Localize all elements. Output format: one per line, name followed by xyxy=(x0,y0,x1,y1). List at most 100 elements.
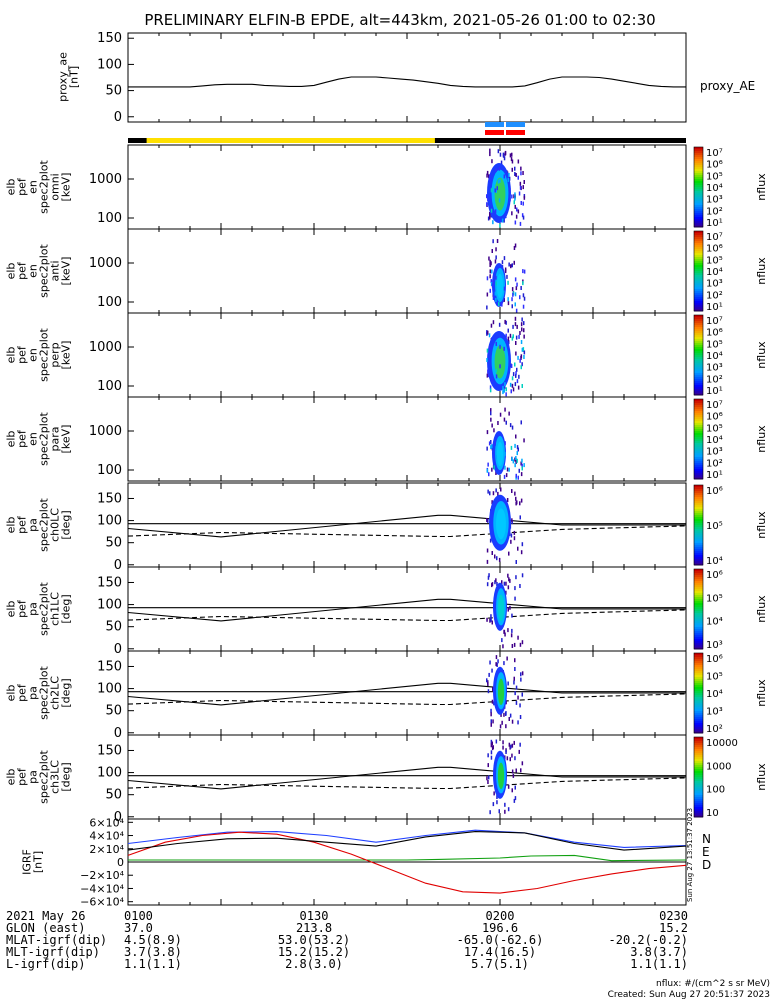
colorbar-segment xyxy=(694,525,703,528)
spectrogram-pixel xyxy=(520,286,522,290)
spectrogram-pixel xyxy=(491,159,493,164)
spectrogram-pixel xyxy=(511,613,513,618)
ylabel-line: anti xyxy=(49,260,62,281)
spectrogram-pixel xyxy=(490,279,492,284)
colorbar-tick: 10² xyxy=(706,290,723,301)
colorbar-segment xyxy=(694,475,703,478)
colorbar-segment xyxy=(694,177,703,180)
colorbar-segment xyxy=(694,503,703,506)
footer-value: 0130 xyxy=(300,909,329,923)
spectrogram-pixel xyxy=(488,775,490,780)
spectrogram-pixel xyxy=(523,296,526,301)
spectrogram-pixel xyxy=(507,681,509,686)
colorbar-segment xyxy=(694,341,703,344)
colorbar-segment xyxy=(694,213,703,216)
spectrogram-pixel xyxy=(489,618,491,623)
colorbar-tick: 10¹ xyxy=(706,470,723,481)
spectrogram-pixel xyxy=(492,280,494,284)
spectrogram-pixel xyxy=(495,655,498,660)
colorbar-segment xyxy=(694,467,703,470)
spectrogram-pixel xyxy=(495,488,497,493)
y-tick-label: 50 xyxy=(105,788,122,803)
colorbar-segment xyxy=(694,671,703,674)
colorbar-segment xyxy=(694,149,703,152)
spectrogram-pixel xyxy=(486,194,488,199)
spectrogram-pixel xyxy=(498,809,500,814)
colorbar-segment xyxy=(694,353,703,356)
spectrogram-pixel xyxy=(500,487,502,492)
anti-loss-cone-line xyxy=(127,525,687,538)
colorbar-segment xyxy=(694,645,703,648)
colorbar-segment xyxy=(694,337,703,340)
spectrogram-pixel xyxy=(515,351,517,356)
colorbar-segment xyxy=(694,415,703,418)
spectrogram-pixel xyxy=(514,292,517,297)
spectrogram-pixel xyxy=(501,720,503,725)
igrf-legend-N: N xyxy=(702,832,711,846)
spectrogram-pixel xyxy=(488,256,490,261)
colorbar-segment xyxy=(694,781,703,784)
spectrogram-pixel xyxy=(520,340,523,344)
spectrogram-pixel xyxy=(523,195,526,200)
colorbar-segment xyxy=(694,245,703,248)
spectrogram-pixel xyxy=(488,346,491,351)
colorbar-segment xyxy=(694,687,703,690)
colorbar-tick: 10⁶ xyxy=(706,570,723,581)
spectrogram-pixel xyxy=(491,668,493,673)
spectrogram-pixel xyxy=(512,372,515,377)
colorbar-segment xyxy=(694,405,703,408)
colorbar-segment xyxy=(694,767,703,770)
pa-spectrogram-blob xyxy=(497,678,505,705)
spectrogram-pixel xyxy=(505,392,507,397)
colorbar-segment xyxy=(694,349,703,352)
spectrogram-pixel xyxy=(515,560,517,564)
colorbar-segment xyxy=(694,631,703,634)
spectrogram-pixel xyxy=(499,178,501,183)
colorbar-segment xyxy=(694,721,703,724)
spectrogram-pixel xyxy=(512,292,514,297)
colorbar-segment xyxy=(694,201,703,204)
colorbar-segment xyxy=(694,557,703,560)
colorbar-frame xyxy=(693,398,704,480)
colorbar-segment xyxy=(694,489,703,492)
spectrogram-pixel xyxy=(516,458,518,463)
colorbar-segment xyxy=(694,255,703,258)
colorbar-segment xyxy=(694,675,703,678)
footer-value: 1.1(1.1) xyxy=(124,957,182,971)
spectrogram-pixel xyxy=(511,159,514,164)
colorbar-segment xyxy=(694,717,703,720)
spectrogram-pixel xyxy=(519,185,522,190)
colorbar-segment xyxy=(694,701,703,704)
spectrogram-pixel xyxy=(487,518,489,523)
spectrogram-pixel xyxy=(493,465,495,470)
spectrogram-pixel xyxy=(492,296,495,300)
ylabel-line: elb xyxy=(5,179,18,196)
y-tick-label: 2×10⁴ xyxy=(89,843,124,856)
spectrogram-pixel xyxy=(519,358,521,363)
spectrogram-pixel xyxy=(505,581,507,586)
spectrogram-pixel xyxy=(519,742,521,747)
colorbar-segment xyxy=(694,753,703,756)
colorbar-segment xyxy=(694,459,703,462)
colorbar-segment xyxy=(694,603,703,606)
spectrogram-pixel xyxy=(501,638,503,643)
spectrogram-pixel xyxy=(514,192,516,197)
colorbar-segment xyxy=(694,425,703,428)
spectrogram-pixel xyxy=(514,457,516,462)
spectrogram-pixel xyxy=(488,333,491,338)
spectrogram-blob xyxy=(494,345,506,379)
footer-value: 196.6 xyxy=(482,921,518,935)
spectrogram-pixel xyxy=(507,280,509,285)
colorbar-segment xyxy=(694,571,703,574)
colorbar-segment xyxy=(694,233,703,236)
colorbar-tick: 10⁶ xyxy=(706,160,723,171)
spectrogram-pixel xyxy=(491,378,493,383)
spectrogram-pixel xyxy=(514,691,516,696)
colorbar-segment xyxy=(694,605,703,608)
spectrogram-pixel xyxy=(507,784,510,789)
colorbar-segment xyxy=(694,289,703,292)
spectrogram-pixel xyxy=(498,302,500,307)
colorbar-segment xyxy=(694,595,703,598)
spectrogram-pixel xyxy=(490,708,492,713)
colorbar-segment xyxy=(694,677,703,680)
